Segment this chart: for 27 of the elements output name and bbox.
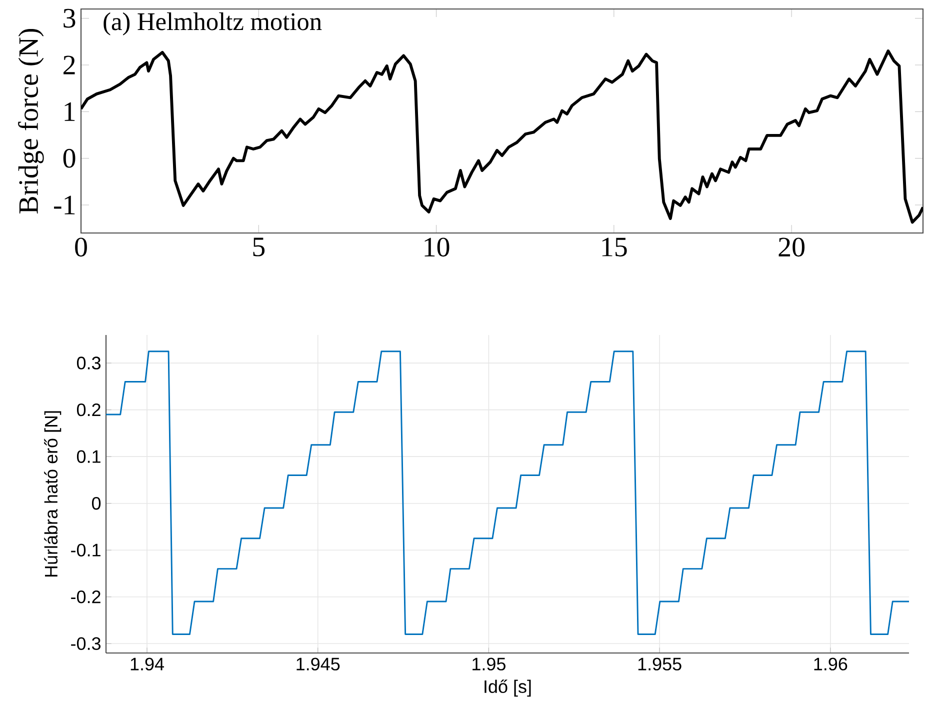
y-tick-label: 3	[64, 8, 76, 28]
y-tick-label: 0.3	[76, 356, 101, 370]
y-tick-label: 0	[63, 148, 76, 168]
line-series	[106, 350, 910, 636]
x-tick-label: 10	[424, 238, 450, 257]
y-tick-label: -0.1	[71, 544, 100, 556]
y-axis-title: Húrlábra ható erő [N]	[44, 411, 62, 577]
x-tick-label: 1.94	[130, 658, 164, 670]
y-tick-label: 1	[64, 102, 75, 121]
y-tick-label: 0.1	[76, 450, 100, 463]
y-tick-label: -0.2	[71, 590, 100, 604]
y-axis-title: Bridge force (N)	[18, 28, 44, 214]
x-tick-label: 1.95	[472, 658, 506, 670]
x-tick-label: 15	[602, 238, 627, 256]
x-tick-label: 1.945	[296, 658, 340, 670]
y-tick-label: -0.3	[71, 637, 101, 650]
x-tick-label: 5	[253, 238, 265, 256]
x-tick-label: 1.96	[814, 658, 848, 670]
x-axis-title: Idő [s]	[484, 680, 531, 697]
x-tick-label: 1.955	[638, 658, 682, 670]
x-tick-label: 20	[778, 238, 804, 257]
y-tick-label: 0.2	[76, 403, 100, 416]
y-tick-label: -1	[54, 196, 75, 214]
line-series	[81, 50, 924, 224]
y-tick-label: 2	[64, 56, 75, 74]
y-tick-label: 0	[92, 496, 101, 510]
chart-title: (a) Helmholtz motion	[104, 12, 322, 36]
